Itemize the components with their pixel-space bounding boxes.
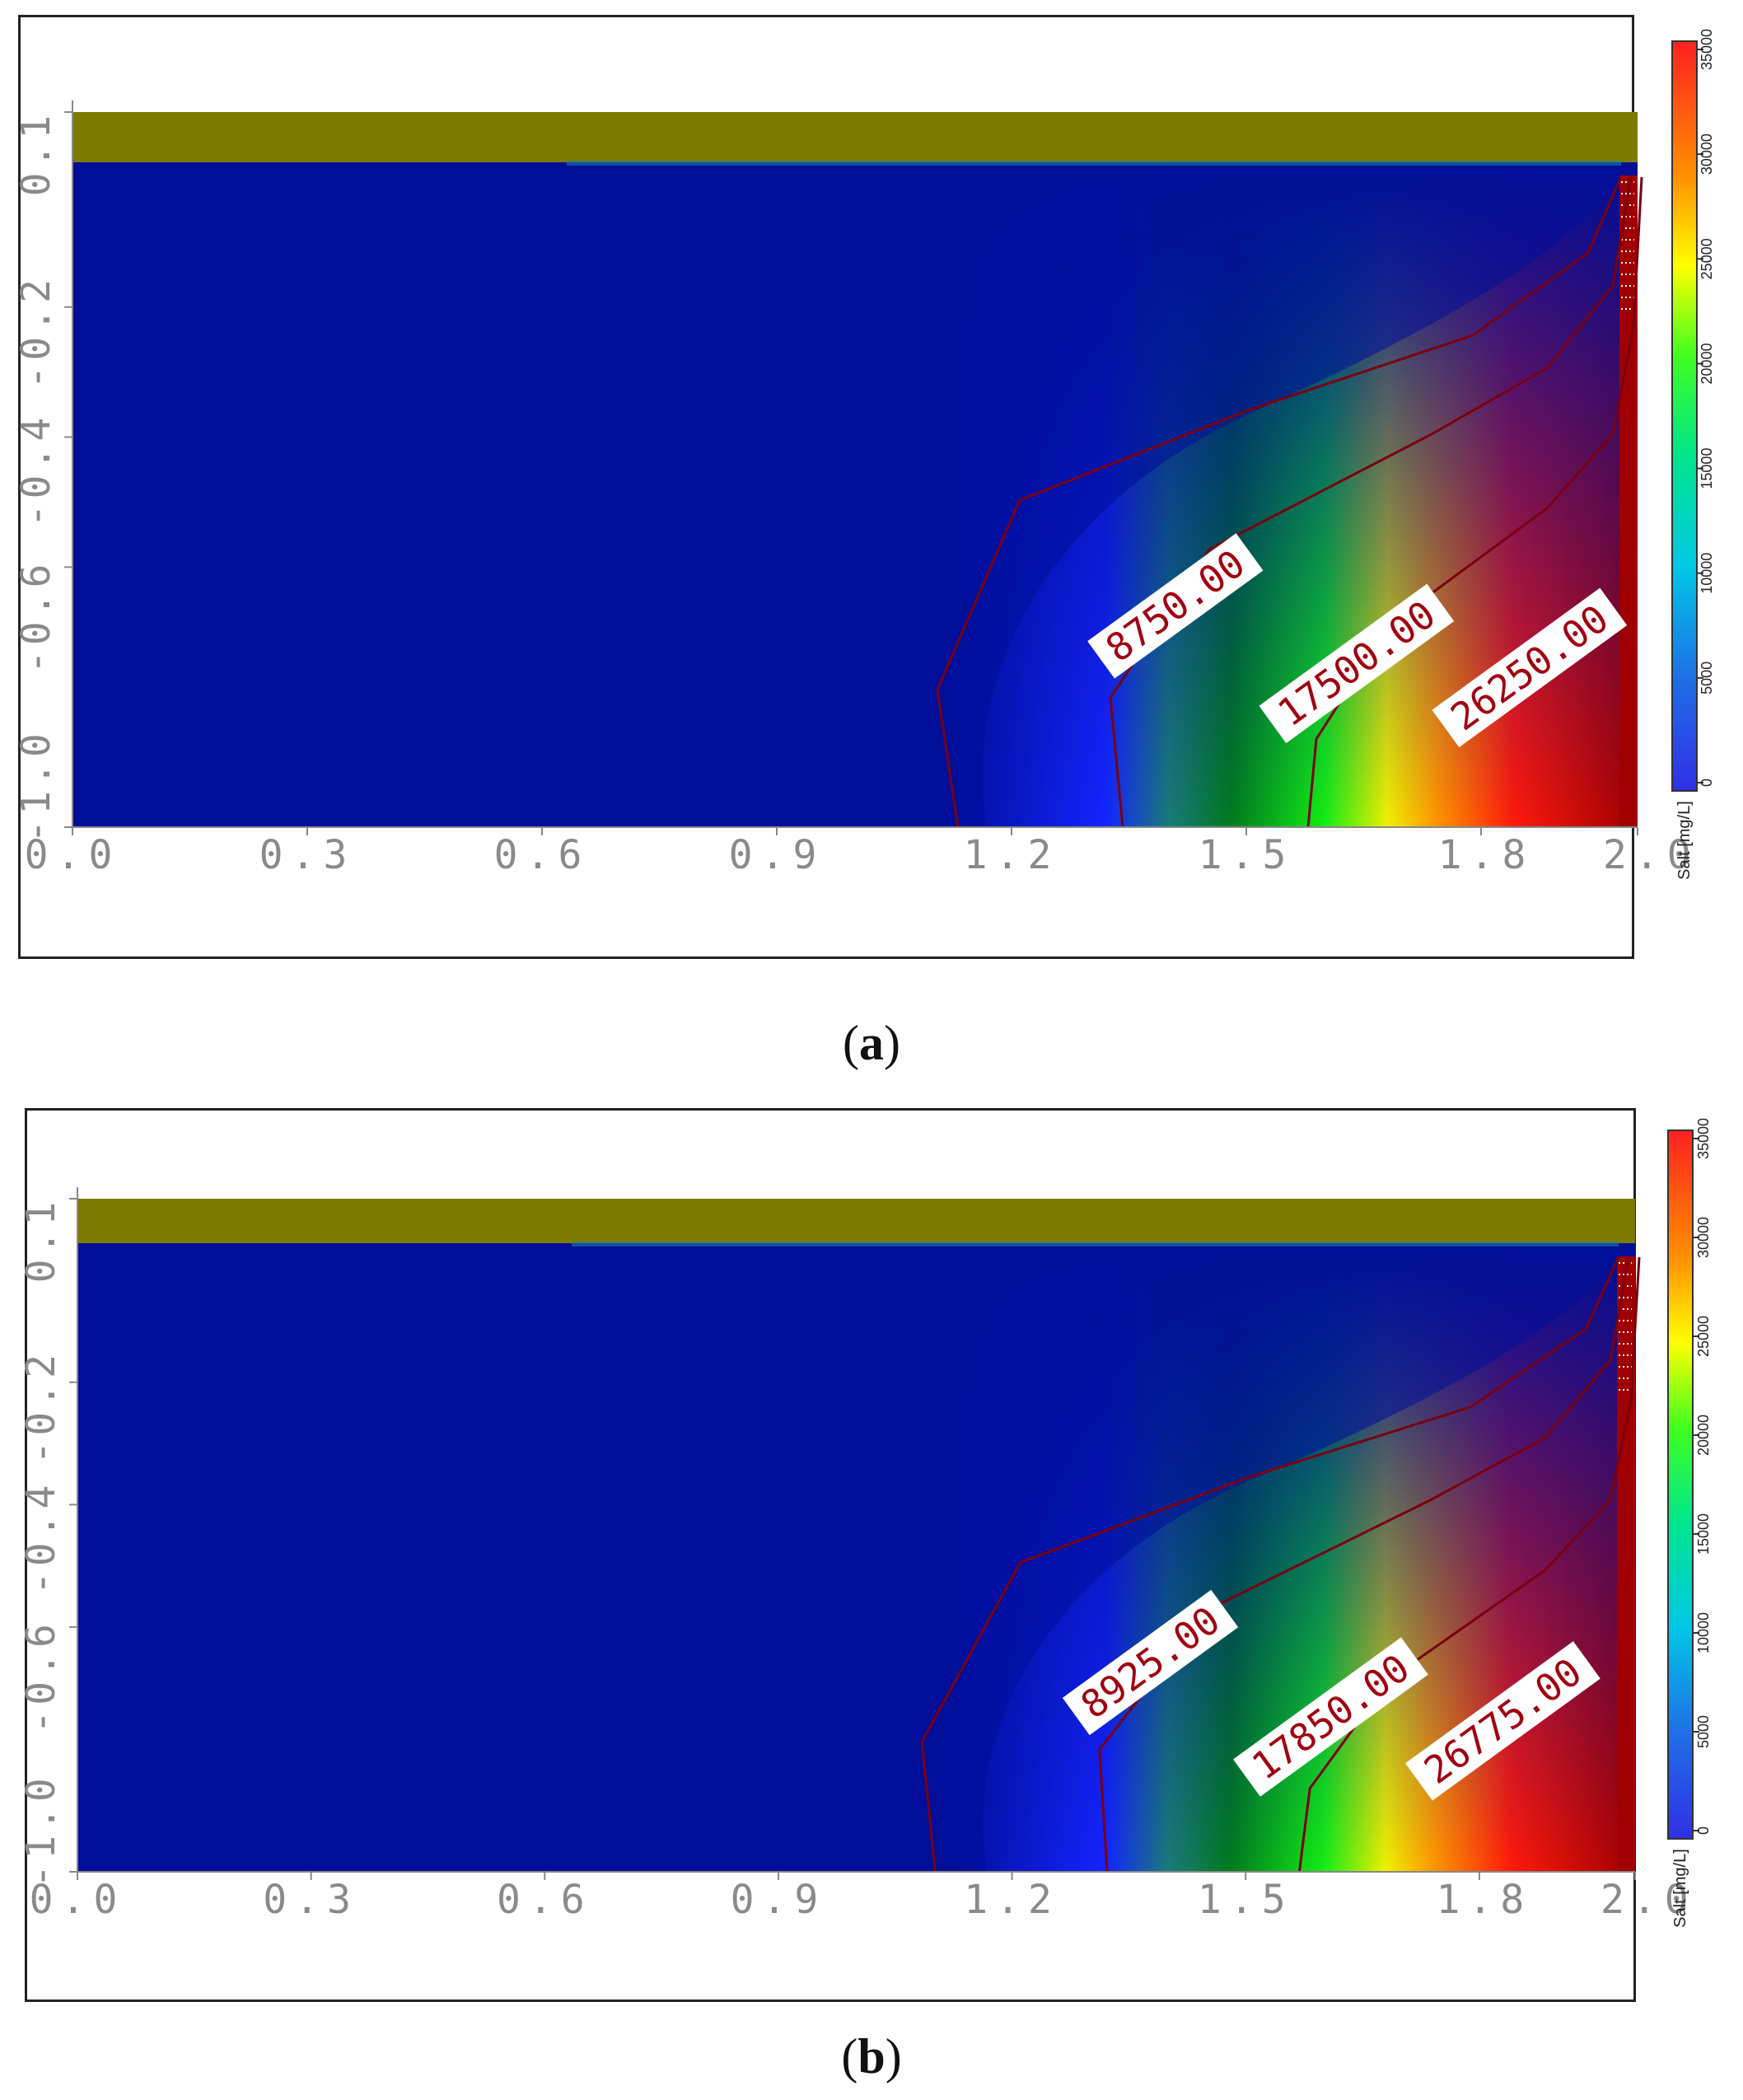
colorbar-ramp <box>1671 40 1698 792</box>
capillary-fringe <box>572 1242 1619 1246</box>
x-tick-label: 0.0 <box>25 832 121 878</box>
x-tick-label: 0.0 <box>30 1877 126 1923</box>
freshwater-zone <box>72 162 1621 827</box>
y-tick-label: -1.0 <box>18 1773 64 1888</box>
y-tick-label: -0.4 <box>13 413 59 528</box>
freshwater-zone <box>77 1243 1619 1872</box>
y-tick-label: -1.0 <box>13 728 59 844</box>
x-tick-label: 0.6 <box>497 1877 593 1923</box>
colorbar-tick-label: 15000 <box>1699 448 1715 489</box>
colorbar-tick-label: 30000 <box>1695 1217 1712 1258</box>
caption-open-paren: ( <box>843 1016 859 1070</box>
colorbar-tick-label: 15000 <box>1695 1513 1712 1555</box>
y-tick-label: -0.6 <box>13 559 59 675</box>
colorbar-tick-label: 25000 <box>1699 238 1715 279</box>
plot-a: 8750.00 17500.00 26250.000.0 0.3 0.6 0.9 1.2 1.… <box>13 29 1715 880</box>
contour-label-bg <box>1259 583 1455 744</box>
colorbar-tick-label: 0 <box>1699 779 1715 787</box>
caption-close-paren: ) <box>884 1016 900 1070</box>
y-tick-label: -0.6 <box>18 1619 64 1734</box>
contour-line <box>1306 176 1643 828</box>
colorbar-tick-label: 25000 <box>1695 1316 1712 1357</box>
contour-line <box>1109 176 1633 828</box>
y-tick-label: 0.1 <box>13 110 59 197</box>
contour-line <box>936 176 1623 828</box>
colorbar: 0 5000 10000 15000 20000 25000 30000 35000 Salt … <box>1671 29 1715 880</box>
soil-layer <box>72 112 1638 162</box>
x-tick-label: 1.8 <box>1437 1877 1533 1923</box>
x-tick-label: 1.2 <box>964 1877 1060 1923</box>
contour-label-bg <box>1087 533 1264 679</box>
colorbar-tick-label: 0 <box>1695 1826 1712 1835</box>
colorbar-tick-label: 35000 <box>1695 1118 1712 1159</box>
soil-layer <box>77 1199 1635 1243</box>
colorbar-tick-label: 10000 <box>1695 1612 1712 1653</box>
colorbar-tick-label: 35000 <box>1699 29 1715 70</box>
panel-a-caption: (a) <box>0 1015 1743 1072</box>
x-tick-label: 1.5 <box>1199 832 1295 878</box>
x-tick-label: 0.9 <box>731 1877 827 1923</box>
contour-line <box>1098 1256 1630 1873</box>
colorbar-label: Salt [mg/L] <box>1675 801 1694 880</box>
x-tick-label: 1.8 <box>1438 832 1535 878</box>
colorbar-tick-label: 20000 <box>1699 343 1715 384</box>
x-tick-label: 1.2 <box>964 832 1060 878</box>
colorbar-tick-label: 5000 <box>1699 662 1715 695</box>
caption-close-paren: ) <box>885 2029 902 2084</box>
colorbar: 0 5000 10000 15000 20000 25000 30000 35000 Salt … <box>1667 1118 1712 1928</box>
colorbar-tick-label: 30000 <box>1699 133 1715 175</box>
colorbar-tick-label: 20000 <box>1695 1415 1712 1456</box>
contour-label-bg <box>1233 1637 1428 1797</box>
sea-boundary <box>1617 1256 1635 1872</box>
colorbar-tick-label: 10000 <box>1699 553 1715 594</box>
sea-boundary <box>1619 175 1638 827</box>
capillary-fringe <box>567 161 1621 166</box>
panel-b-caption: (b) <box>0 2028 1743 2085</box>
x-tick-label: 1.5 <box>1198 1877 1294 1923</box>
y-tick-label: -0.4 <box>18 1480 64 1596</box>
caption-letter: a <box>859 1016 884 1070</box>
x-tick-label: 0.3 <box>259 832 356 878</box>
caption-open-paren: ( <box>841 2029 858 2084</box>
y-tick-label: 0.1 <box>18 1197 64 1284</box>
y-tick-label: -0.2 <box>13 274 59 390</box>
colorbar-tick-label: 5000 <box>1695 1715 1712 1748</box>
contour-label-bg <box>1062 1589 1239 1736</box>
colorbar-ramp <box>1667 1130 1694 1840</box>
x-tick-label: 2.0 <box>1603 832 1699 878</box>
y-tick-label: -0.2 <box>18 1349 64 1465</box>
colorbar-label: Salt [mg/L] <box>1671 1849 1689 1928</box>
caption-letter: b <box>857 2029 886 2084</box>
x-tick-label: 0.3 <box>263 1877 359 1923</box>
contour-label-bg <box>1405 1641 1600 1801</box>
x-tick-label: 0.6 <box>494 832 591 878</box>
x-tick-label: 0.9 <box>729 832 825 878</box>
contour-label-bg <box>1432 587 1628 748</box>
contour-line <box>920 1256 1620 1873</box>
contour-line <box>1297 1256 1641 1873</box>
x-tick-label: 2.0 <box>1600 1877 1697 1923</box>
